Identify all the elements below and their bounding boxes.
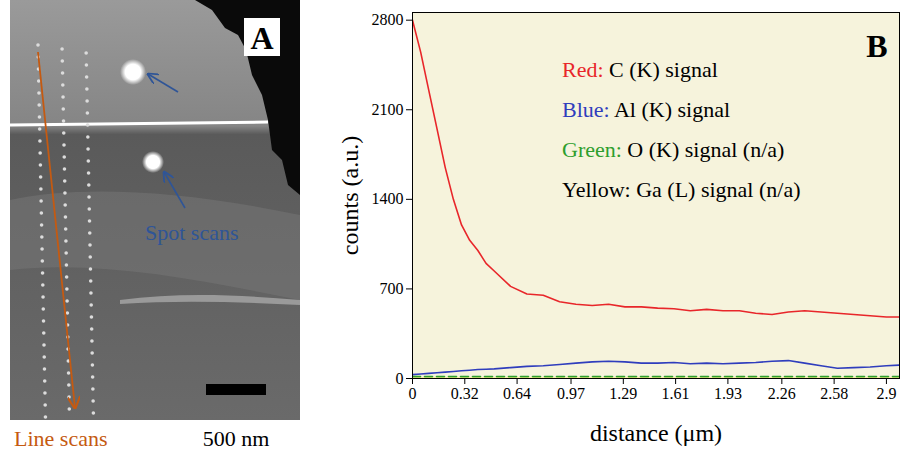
svg-text:0.97: 0.97 <box>557 385 585 402</box>
svg-text:B: B <box>866 28 887 64</box>
svg-text:500 nm: 500 nm <box>203 426 270 451</box>
html-text:Green: O (K) signal (n/a): Green: O (K) signal (n/a) <box>562 137 785 162</box>
svg-text:counts (a.u.): counts (a.u.) <box>337 136 363 255</box>
svg-text:distance (μm): distance (μm) <box>590 420 722 446</box>
svg-text:700: 700 <box>380 280 404 297</box>
svg-text:0.32: 0.32 <box>451 385 479 402</box>
svg-text:0: 0 <box>409 385 417 402</box>
svg-text:A: A <box>250 20 273 56</box>
html-text:Yellow: Ga (L) signal (n/a): Yellow: Ga (L) signal (n/a) <box>562 177 801 202</box>
html-text:Blue: Al (K) signal: Blue: Al (K) signal <box>562 97 731 122</box>
svg-text:1.29: 1.29 <box>609 385 637 402</box>
svg-text:1.61: 1.61 <box>662 385 690 402</box>
svg-text:Spot scans: Spot scans <box>145 220 239 245</box>
svg-text:0: 0 <box>396 370 404 387</box>
svg-text:2100: 2100 <box>372 101 404 118</box>
svg-text:2.26: 2.26 <box>768 385 796 402</box>
svg-text:1.93: 1.93 <box>714 385 742 402</box>
svg-text:1400: 1400 <box>372 190 404 207</box>
svg-text:2.9: 2.9 <box>876 385 896 402</box>
html-text:Red: C (K) signal: Red: C (K) signal <box>562 57 718 82</box>
svg-text:Line scans: Line scans <box>14 426 107 451</box>
svg-text:0.64: 0.64 <box>503 385 531 402</box>
svg-text:2.58: 2.58 <box>820 385 848 402</box>
svg-text:2800: 2800 <box>372 11 404 28</box>
